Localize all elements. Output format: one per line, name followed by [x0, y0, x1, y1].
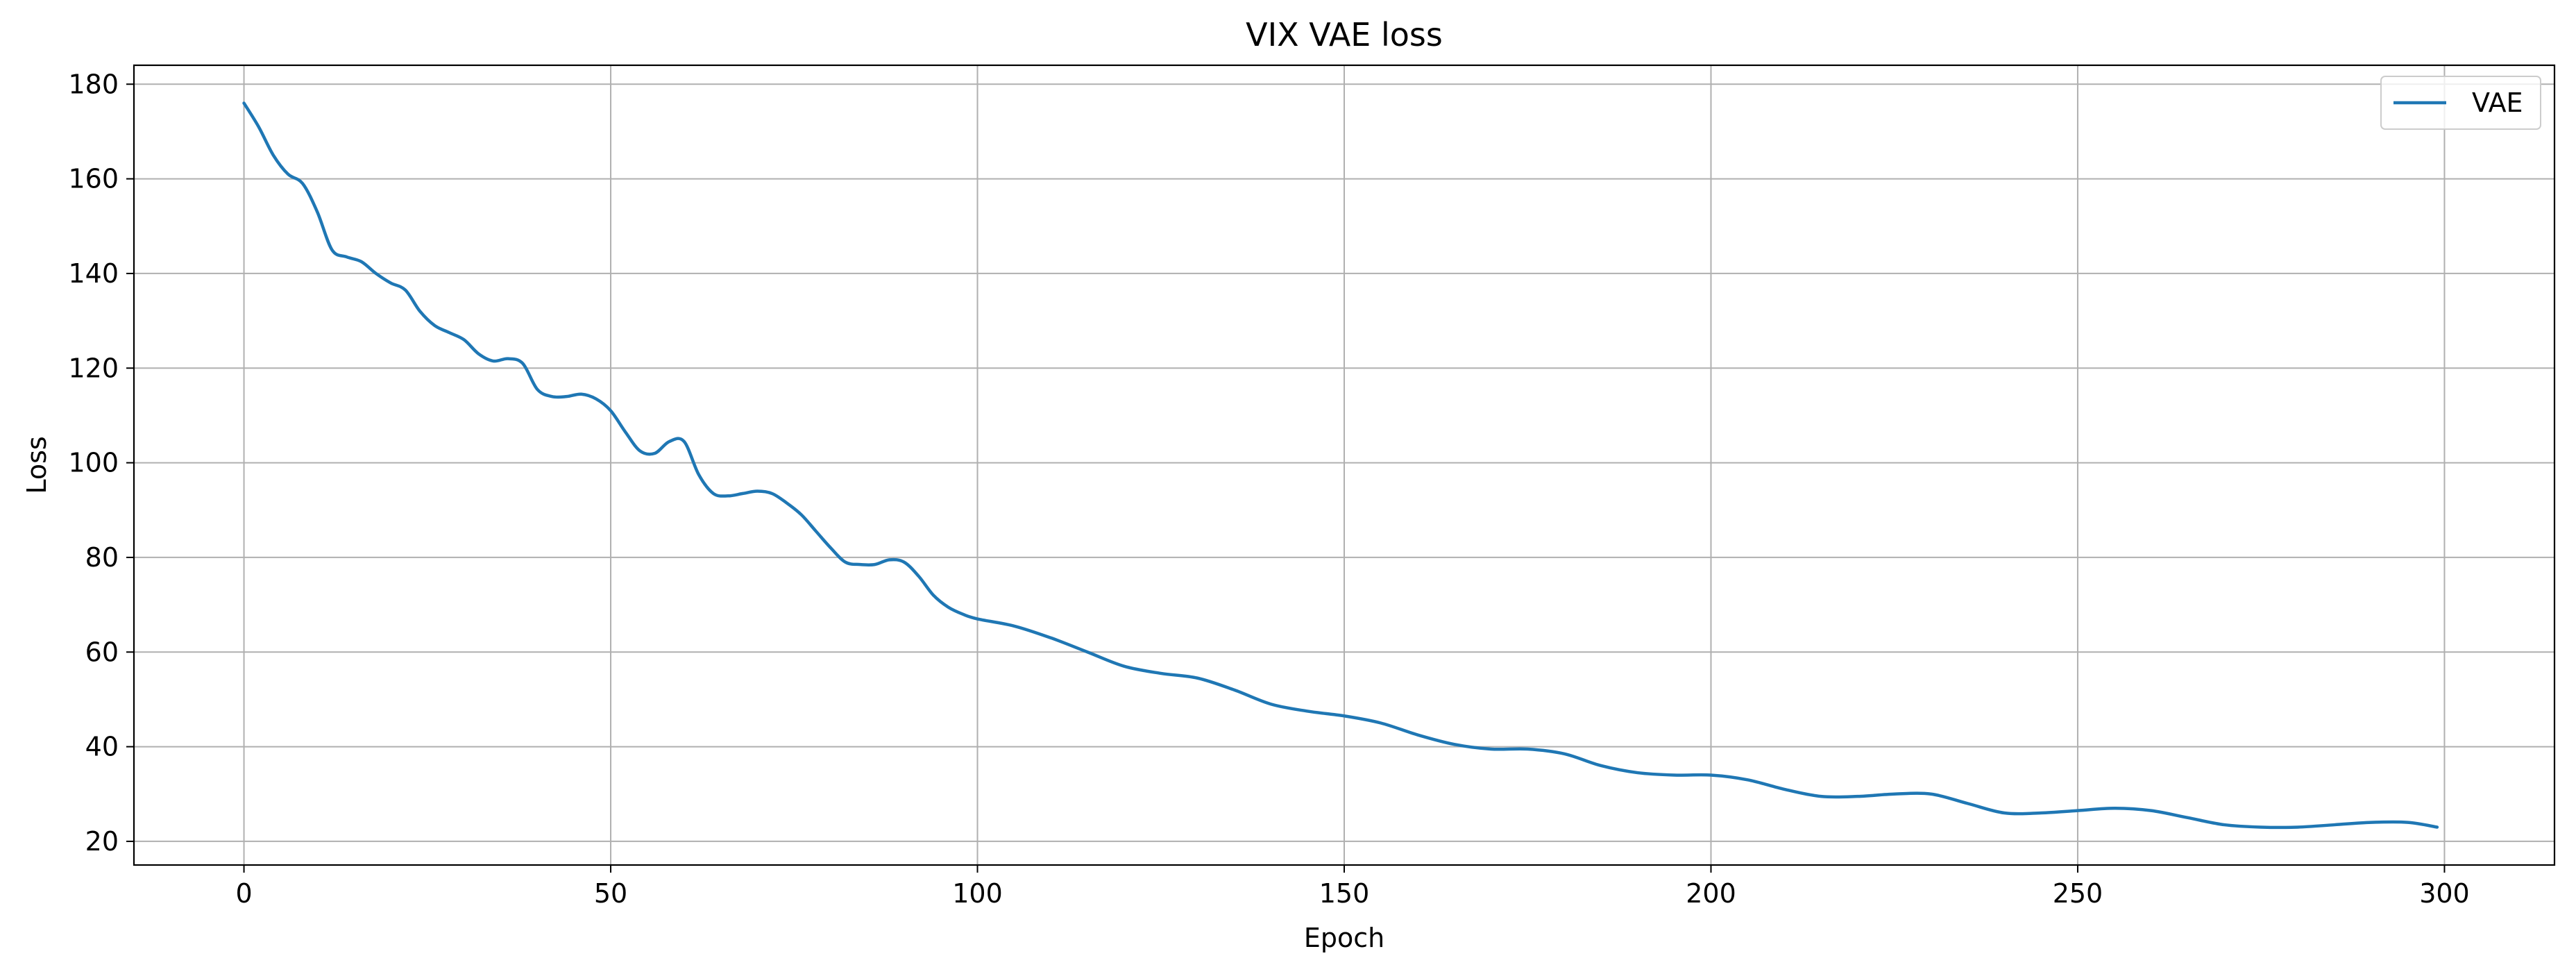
x-tick-label: 250	[2053, 878, 2103, 909]
y-tick-label: 180	[68, 69, 119, 99]
x-tick-label: 0	[235, 878, 252, 909]
x-tick-label: 150	[1319, 878, 1370, 909]
series-group	[242, 101, 2439, 830]
x-axis-label: Epoch	[1304, 923, 1384, 953]
y-tick-label: 40	[85, 732, 119, 762]
chart-title: VIX VAE loss	[1246, 16, 1443, 53]
x-tick-label: 100	[952, 878, 1003, 909]
x-tick-label: 300	[2419, 878, 2470, 909]
y-tick-label: 80	[85, 542, 119, 573]
y-tick-label: 120	[68, 353, 119, 383]
y-tick-label: 60	[85, 637, 119, 667]
legend-box	[2380, 76, 2541, 130]
x-tick-label: 200	[1686, 878, 1736, 909]
y-tick-label: 160	[68, 164, 119, 194]
y-tick-label: 100	[68, 448, 119, 478]
y-axis-label: Loss	[22, 436, 52, 494]
y-tick-label: 20	[85, 826, 119, 857]
x-axis-ticks: 0 50 100 150 200 250 300	[235, 865, 2470, 909]
series-line-vae	[242, 101, 2439, 830]
legend-label-vae: VAE	[2472, 87, 2523, 118]
grid	[134, 65, 2554, 865]
x-tick-label: 50	[594, 878, 627, 909]
y-axis-ticks: 20 40 60 80 100 120 140 160 180	[68, 69, 134, 857]
y-tick-label: 140	[68, 258, 119, 289]
legend: VAE	[2380, 76, 2541, 130]
